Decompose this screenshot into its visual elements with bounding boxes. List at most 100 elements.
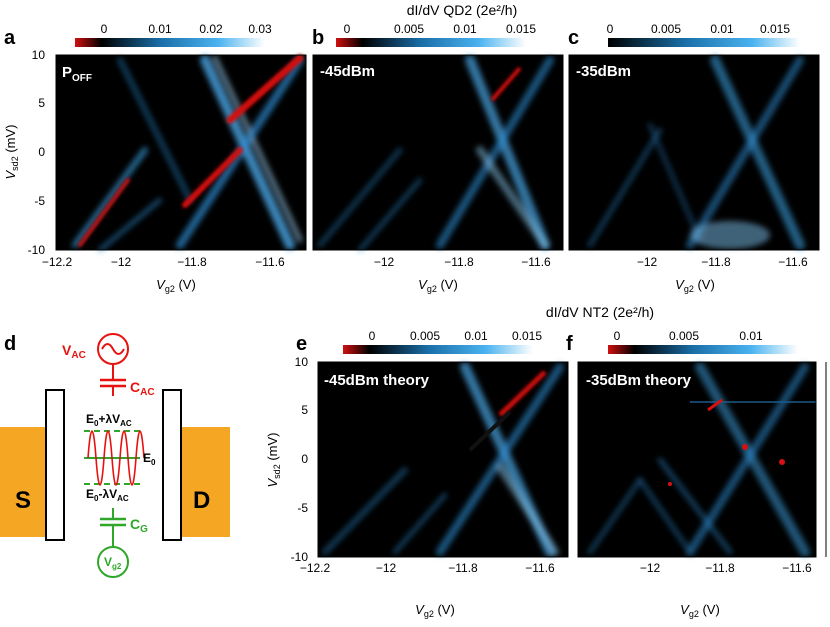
colorbar-b-tick-1: 0.005 (394, 22, 424, 36)
right-barrier (162, 389, 182, 541)
panel-a-label: POFF (62, 64, 92, 84)
panel-letter-f: f (566, 333, 573, 355)
e-minus-label: E0-λVAC (86, 487, 129, 503)
xtick-b-2: −11.6 (521, 255, 551, 269)
colorbar-b-tick-2: 0.01 (453, 22, 477, 36)
xlabel-a: Vg2 (V) (156, 277, 196, 294)
colorbar-a-tick-1: 0.01 (148, 22, 172, 36)
panel-letter-e: e (296, 333, 307, 355)
panel-f-red-spot-1 (742, 444, 748, 450)
xlabel-b: Vg2 (V) (418, 277, 458, 294)
panel-c-xaxis: −12 −11.8 −11.6 Vg2 (V) (637, 255, 808, 294)
xtick-a-1: −12 (111, 255, 132, 269)
colorbar-a-tick-0: 0 (101, 22, 108, 36)
ytick-a-0: 10 (32, 48, 46, 62)
panel-e-label: -45dBm theory (324, 372, 430, 389)
panel-b-label: -45dBm (320, 63, 375, 80)
xtick-e-1: −12 (376, 561, 397, 575)
colorbar-b-tick-3: 0.015 (506, 22, 536, 36)
colorbar-e-tick-0: 0 (369, 329, 376, 343)
panel-f-plot: -35dBm theory (577, 361, 827, 558)
panel-c-label: -35dBm (576, 63, 631, 80)
colorbar-b-tick-0: 0 (344, 22, 351, 36)
panel-a-xaxis: −12.2 −12 −11.8 −11.6 Vg2 (V) (42, 255, 285, 294)
ytick-a-2: 0 (38, 145, 45, 159)
colorbar-c-tick-3: 0.015 (760, 22, 790, 36)
panel-f-red-spot-2 (779, 459, 785, 465)
xtick-c-1: −11.8 (701, 255, 731, 269)
drain-label: D (193, 487, 210, 514)
colorbar-e-tick-2: 0.01 (464, 329, 488, 343)
panel-f-xaxis: −12 −11.8 −11.6 Vg2 (V) (640, 561, 812, 619)
panel-a-yaxis: 10 5 0 -5 -10 Vsd2 (mV) (3, 48, 57, 257)
ytick-e-0: 10 (295, 355, 309, 369)
ylabel-e: Vsd2 (mV) (265, 433, 282, 488)
colorbar-e-tick-1: 0.005 (410, 329, 440, 343)
panel-e-yaxis: 10 5 0 -5 -10 Vsd2 (mV) (265, 355, 308, 564)
xtick-a-2: −11.8 (177, 255, 207, 269)
colorbar-c-tick-0: 0 (607, 22, 614, 36)
vg-label: Vg2 (104, 555, 122, 571)
xlabel-f: Vg2 (V) (680, 602, 720, 619)
e0-label: E0 (143, 451, 156, 467)
colorbar-f-tick-1: 0.005 (669, 329, 699, 343)
panel-b-plot: -45dBm (312, 54, 564, 252)
xtick-e-0: −12.2 (300, 561, 331, 575)
panel-letter-c: c (568, 27, 579, 49)
ytick-e-4: -10 (291, 550, 309, 564)
panel-b-red-line (490, 66, 522, 102)
colorbar-c: 0 0.005 0.01 0.015 (607, 22, 800, 47)
colorbar-f-tick-2: 0.01 (739, 329, 763, 343)
ytick-e-3: -5 (297, 501, 308, 515)
panel-letter-d: d (4, 333, 16, 355)
ytick-a-4: -10 (28, 243, 46, 257)
xlabel-c: Vg2 (V) (675, 277, 715, 294)
e-plus-label: E0+λVAC (86, 412, 132, 428)
cac-label: CAC (130, 379, 155, 398)
xtick-b-0: −12 (374, 255, 395, 269)
ytick-a-1: 5 (38, 96, 45, 110)
panel-e-plot: -45dBm theory (317, 361, 569, 558)
colorbar-b: 0 0.005 0.01 0.015 (336, 22, 536, 47)
panel-letter-a: a (4, 27, 16, 49)
ytick-e-1: 5 (301, 403, 308, 417)
panel-f-red-spot-3 (668, 482, 672, 486)
xtick-f-2: −11.6 (782, 561, 812, 575)
panel-f-label: -35dBm theory (586, 372, 692, 389)
ytick-a-3: -5 (34, 194, 45, 208)
colorbar-e: 0 0.005 0.01 0.015 (343, 329, 542, 354)
xlabel-e: Vg2 (V) (415, 602, 455, 619)
colorbar-a-tick-3: 0.03 (248, 22, 272, 36)
xtick-c-2: −11.6 (778, 255, 808, 269)
ac-oscillation-icon (87, 430, 145, 486)
bottom-colorbar-header: dI/dV NT2 (2e²/h) (546, 304, 654, 320)
panel-e-red-line (498, 370, 547, 417)
ylabel-a: Vsd2 (mV) (3, 125, 20, 180)
left-barrier (45, 389, 65, 541)
colorbar-f: 0 0.005 0.01 (608, 329, 798, 354)
xtick-a-0: −12.2 (42, 255, 73, 269)
cg-label: CG (130, 516, 148, 535)
xtick-c-0: −12 (637, 255, 658, 269)
source-label: S (15, 487, 31, 514)
panel-letter-b: b (312, 27, 324, 49)
colorbar-c-tick-1: 0.005 (651, 22, 681, 36)
xtick-f-1: −11.8 (705, 561, 735, 575)
colorbar-a-tick-2: 0.02 (199, 22, 223, 36)
colorbar-f-tick-0: 0 (614, 329, 621, 343)
colorbar-c-tick-2: 0.01 (710, 22, 734, 36)
xtick-f-0: −12 (640, 561, 661, 575)
panel-e-xaxis: −12.2 −12 −11.8 −11.6 Vg2 (V) (300, 561, 555, 619)
panel-d-schematic: S D VAC CAC E0+λVAC E0 E0-λVAC CG Vg2 (0, 333, 230, 578)
top-colorbar-header: dI/dV QD2 (2e²/h) (407, 2, 518, 18)
vac-label: VAC (62, 342, 86, 361)
panel-a-plot: POFF (55, 54, 307, 252)
ytick-e-2: 0 (301, 452, 308, 466)
xtick-e-3: −11.6 (525, 561, 555, 575)
panel-b-xaxis: −12 −11.8 −11.6 Vg2 (V) (374, 255, 551, 294)
xtick-a-3: −11.6 (255, 255, 285, 269)
colorbar-a: 0 0.01 0.02 0.03 (75, 22, 272, 47)
xtick-b-1: −11.8 (444, 255, 474, 269)
gate-source-icon (97, 546, 129, 578)
